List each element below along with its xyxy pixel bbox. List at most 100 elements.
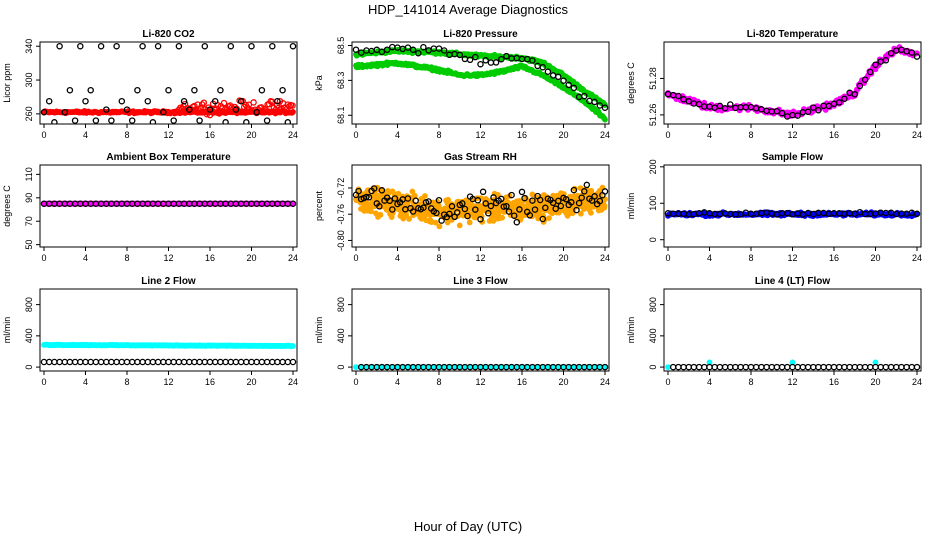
y-axis-label: Licor ppm	[2, 63, 12, 103]
y-tick-label: 800	[648, 297, 658, 312]
point-black_points	[482, 57, 489, 64]
point-black_points	[825, 102, 833, 110]
point-black_points	[355, 187, 362, 195]
x-tick-label: 12	[163, 253, 173, 263]
data-points	[352, 43, 609, 123]
point-black_points	[206, 358, 214, 366]
x-tick-label: 20	[870, 130, 880, 140]
point-black_points	[71, 358, 79, 366]
x-tick-label: 16	[829, 253, 839, 263]
point-red	[212, 105, 220, 112]
point-black_points	[248, 42, 255, 50]
point-black_points	[701, 363, 708, 371]
y-tick-label: 300	[24, 73, 34, 88]
point-black_points	[591, 193, 598, 200]
point-black_points	[92, 117, 100, 124]
point-black_points	[877, 363, 884, 371]
point-black_points	[232, 106, 240, 113]
x-tick-label: 12	[475, 377, 485, 387]
point-black_points	[482, 200, 489, 207]
point-black_points	[867, 363, 874, 371]
y-tick-label: 68.1	[336, 107, 346, 125]
point-black_points	[529, 197, 536, 204]
x-tick-label: 4	[83, 130, 88, 140]
panel-title: Line 2 Flow	[141, 276, 196, 287]
panel-line2: Line 2 Flow ml/min 0 4 8 12 16 20 24 0 400 800	[2, 276, 298, 387]
x-axis-label: Hour of Day (UTC)	[414, 519, 522, 534]
panel-temperature: Li-820 Temperature degrees C 0 4 8 12 16 20 24 51…	[626, 29, 922, 140]
x-tick-label: 8	[436, 377, 441, 387]
point-black_points	[425, 198, 432, 205]
point-orange	[466, 219, 473, 226]
point-black_points	[758, 363, 765, 371]
point-black_points	[71, 117, 79, 124]
point-black_points	[144, 358, 152, 366]
point-red	[250, 99, 257, 106]
point-black_points	[898, 363, 905, 371]
point-black_points	[542, 204, 549, 212]
x-tick-label: 4	[83, 253, 88, 263]
point-black_points	[232, 358, 240, 366]
point-black_points	[583, 181, 591, 189]
point-black_points	[180, 358, 188, 366]
x-tick-label: 0	[353, 130, 358, 140]
point-black_points	[243, 358, 250, 366]
point-black_points	[108, 117, 115, 124]
y-tick-label: 400	[648, 328, 658, 343]
point-black_points	[487, 59, 495, 66]
point-black_points	[412, 197, 419, 204]
point-black_points	[536, 196, 544, 204]
point-black_points	[721, 363, 729, 371]
point-black_points	[721, 104, 729, 112]
point-black_points	[549, 72, 557, 79]
point-black_points	[289, 358, 297, 366]
point-black_points	[363, 193, 370, 201]
point-black_points	[139, 358, 146, 366]
point-black_points	[383, 46, 391, 53]
point-black_points	[578, 194, 585, 201]
point-black_points	[716, 363, 724, 371]
point-black_points	[727, 101, 734, 108]
point-black_points	[284, 119, 292, 124]
point-black_points	[835, 363, 843, 371]
point-black_points	[97, 358, 105, 366]
point-black_points	[149, 358, 157, 366]
point-black_points	[170, 358, 177, 366]
point-black_points	[123, 358, 131, 366]
point-black_points	[680, 96, 687, 103]
point-black_points	[365, 194, 373, 201]
point-black_points	[570, 84, 578, 92]
point-black_points	[768, 363, 776, 371]
point-red	[258, 104, 265, 111]
point-black_points	[784, 363, 791, 371]
panel-sample_flow: Sample Flow ml/min 0 4 8 12 16 20 24 0 100 200	[626, 152, 922, 263]
point-black_points	[510, 212, 518, 219]
point-red	[289, 102, 296, 109]
y-tick-label: 70	[24, 216, 34, 226]
point-black_points	[160, 358, 167, 366]
point-black_points	[778, 109, 786, 117]
point-black_points	[248, 358, 255, 366]
x-tick-label: 12	[787, 130, 797, 140]
point-black_points	[856, 363, 864, 371]
point-black_points	[568, 199, 575, 206]
x-tick-label: 24	[288, 377, 298, 387]
y-tick-label: 0	[336, 365, 346, 370]
point-black_points	[103, 358, 110, 366]
x-tick-label: 8	[436, 130, 441, 140]
point-red	[275, 104, 282, 112]
point-black_points	[123, 106, 131, 113]
point-black_points	[778, 363, 786, 371]
x-tick-label: 4	[707, 130, 712, 140]
point-black_points	[409, 208, 417, 215]
point-orange	[588, 187, 595, 194]
panel-title: Sample Flow	[762, 152, 823, 163]
point-black_points	[154, 358, 162, 366]
point-black_points	[453, 209, 461, 216]
point-black_points	[685, 363, 693, 371]
panel-title: Ambient Box Temperature	[106, 152, 231, 163]
x-tick-label: 4	[395, 130, 400, 140]
point-orange	[432, 219, 439, 226]
point-black_points	[830, 363, 838, 371]
x-tick-label: 12	[163, 377, 173, 387]
